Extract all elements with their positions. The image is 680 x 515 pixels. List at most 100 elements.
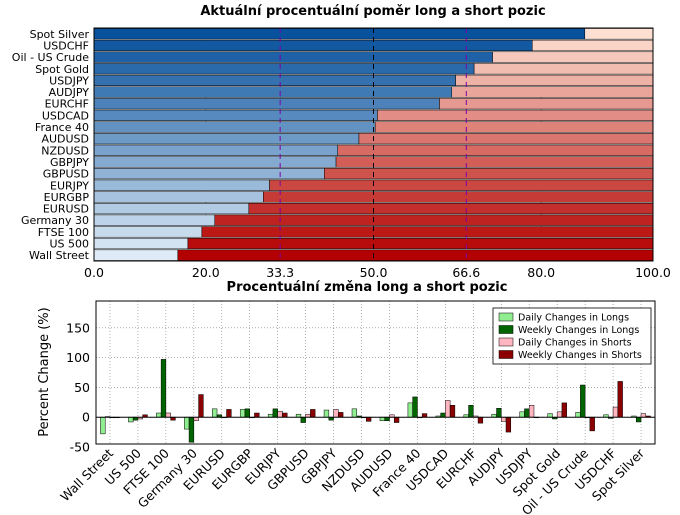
x-tick-label-3: 50.0 — [360, 265, 388, 280]
long-bar-15 — [93, 203, 250, 215]
category-label-8: France 40 — [35, 121, 89, 134]
category-label-7: USDCAD — [42, 109, 89, 122]
x-tick-label-1: 20.0 — [192, 265, 220, 280]
category-label-17: FTSE 100 — [38, 226, 89, 239]
bar-series-2-2 — [165, 412, 171, 418]
category-label-10: NZDUSD — [41, 144, 89, 157]
bar-series-1-19 — [636, 416, 642, 423]
long-bar-9 — [93, 133, 360, 145]
short-bar-4 — [455, 74, 654, 86]
bar-series-3-5 — [254, 412, 260, 418]
long-bar-3 — [93, 63, 475, 75]
bar-series-0-1 — [128, 416, 134, 423]
long-bar-18 — [93, 237, 189, 250]
bar-series-2-19 — [640, 413, 647, 418]
short-bar-13 — [269, 179, 654, 191]
category-label-9: AUDUSD — [41, 133, 89, 146]
bar-series-1-12 — [440, 412, 446, 418]
bar-series-0-9 — [351, 408, 358, 418]
bar-series-3-13 — [477, 416, 484, 424]
bar-series-1-10 — [384, 416, 390, 422]
bar-series-0-16 — [547, 413, 553, 418]
long-bar-12 — [93, 168, 325, 180]
legend-swatch-3 — [498, 350, 514, 359]
short-bar-14 — [263, 191, 654, 203]
short-bar-7 — [377, 109, 654, 121]
top-chart-x-tick-labels: 0.0 20.0 33.3 50.0 66.6 80.0 100.0 — [84, 265, 671, 280]
short-bar-15 — [248, 203, 654, 215]
bar-series-3-3 — [198, 394, 204, 418]
x-tick-label-4: 66.6 — [452, 265, 480, 280]
category-label-1: USDCHF — [43, 39, 89, 52]
short-bar-11 — [335, 156, 654, 168]
x-tick-label-6: 100.0 — [635, 265, 671, 280]
category-label-11: GBPJPY — [50, 156, 89, 169]
bar-series-3-12 — [449, 405, 456, 418]
long-bar-14 — [93, 191, 264, 203]
category-label-12: GBPUSD — [43, 168, 89, 181]
bar-series-3-10 — [393, 416, 400, 423]
short-bar-5 — [451, 86, 654, 98]
short-bar-10 — [337, 144, 654, 156]
top-chart-frame — [93, 27, 654, 262]
long-bar-11 — [93, 156, 337, 168]
top-chart-bars — [93, 28, 654, 261]
long-bar-19 — [93, 249, 179, 261]
category-label-3: Spot Gold — [35, 63, 89, 76]
bar-series-3-17 — [589, 416, 595, 432]
category-label-13: EURJPY — [50, 179, 89, 192]
bottom-chart-bars — [96, 359, 655, 443]
long-bar-4 — [93, 74, 456, 86]
bar-series-3-6 — [282, 412, 288, 418]
category-label-19: Wall Street — [29, 249, 90, 262]
bar-series-0-0 — [100, 416, 106, 435]
category-label-14: EURGBP — [44, 191, 90, 204]
y-tick-label-3: 100 — [66, 350, 90, 365]
bar-series-3-4 — [226, 409, 232, 418]
legend-box — [492, 307, 652, 365]
long-bar-2 — [93, 51, 493, 63]
legend-label-1: Weekly Changes in Longs — [518, 325, 639, 336]
short-bar-8 — [374, 121, 654, 133]
category-label-4: USDJPY — [49, 74, 89, 87]
legend-swatch-1 — [498, 325, 514, 334]
long-bar-16 — [93, 214, 215, 226]
long-bar-7 — [93, 109, 378, 121]
bar-series-1-3 — [188, 416, 195, 443]
bar-series-1-14 — [496, 408, 502, 418]
category-label-16: Germany 30 — [21, 214, 89, 227]
bar-series-0-15 — [519, 411, 525, 418]
bar-series-2-14 — [501, 416, 507, 422]
bar-series-0-3 — [184, 416, 190, 430]
long-bar-6 — [93, 98, 440, 110]
x-tick-label-2: 33.3 — [266, 265, 294, 280]
short-bar-6 — [439, 98, 654, 110]
bar-series-2-15 — [528, 405, 535, 418]
legend-swatch-2 — [498, 337, 514, 347]
short-bar-19 — [177, 249, 654, 261]
y-tick-label-1: 0 — [82, 410, 90, 425]
legend-label-2: Daily Changes in Shorts — [518, 338, 632, 349]
category-label-18: US 500 — [49, 238, 89, 251]
bar-series-3-7 — [310, 409, 316, 418]
bottom-chart-y-tick-labels: -50 0 50 100 150 — [66, 320, 90, 454]
bar-series-3-18 — [617, 381, 623, 418]
bar-series-1-13 — [468, 405, 474, 418]
bar-series-0-17 — [575, 412, 581, 418]
bar-series-3-16 — [561, 402, 567, 418]
short-bar-18 — [187, 237, 654, 250]
bar-series-1-5 — [244, 408, 250, 418]
bar-series-3-11 — [421, 413, 428, 418]
long-bar-8 — [93, 121, 376, 133]
bar-series-3-9 — [366, 416, 372, 422]
bar-series-3-8 — [338, 412, 344, 418]
x-tick-label-0: 0.0 — [84, 265, 104, 280]
y-tick-label-4: 150 — [66, 320, 90, 335]
bar-series-2-12 — [445, 400, 451, 418]
bar-series-0-8 — [323, 409, 330, 418]
long-bar-5 — [93, 86, 453, 98]
category-label-5: AUDJPY — [49, 86, 90, 99]
bottom-chart-frame — [95, 300, 656, 445]
